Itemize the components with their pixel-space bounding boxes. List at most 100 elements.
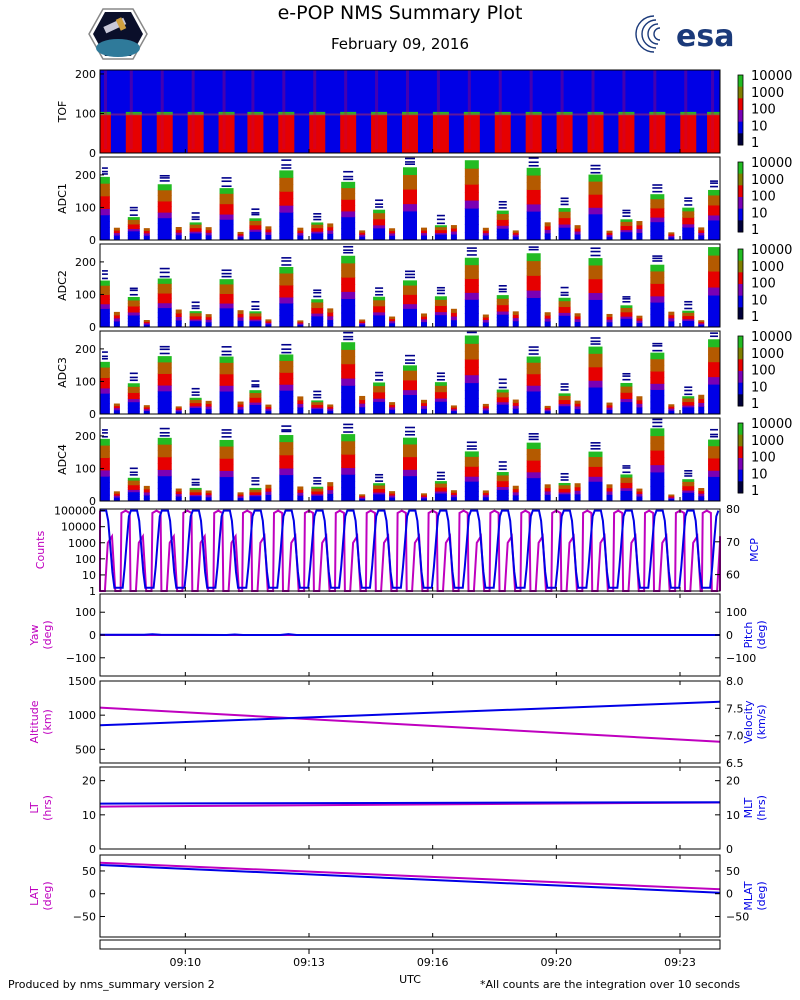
spectrogram-cell xyxy=(189,222,202,225)
spectrogram-cell xyxy=(708,303,720,312)
spectrogram-cell xyxy=(526,260,541,269)
spectrogram-cell xyxy=(464,406,479,415)
spectrogram-dash xyxy=(343,423,354,426)
spectrogram-cell xyxy=(574,234,581,238)
spectrogram-cell xyxy=(297,323,304,325)
spectrogram-cell xyxy=(265,404,272,407)
colorbar-tick-label: 10 xyxy=(751,293,768,308)
spectrogram-cell xyxy=(698,406,705,411)
spectrogram-cell xyxy=(359,494,366,497)
spectrogram-dash xyxy=(622,211,631,214)
spectrogram-dash xyxy=(560,476,569,478)
spectrogram-dash xyxy=(221,177,232,179)
spectrogram-cell xyxy=(558,211,571,215)
spectrogram-cell xyxy=(127,480,140,483)
spectrogram-cell xyxy=(113,323,120,328)
colorbar-segment xyxy=(738,110,743,123)
spectrogram-cell xyxy=(219,203,234,210)
spectrogram-cell xyxy=(373,305,386,310)
spectrogram-cell xyxy=(279,354,294,361)
left-axis-label: (deg) xyxy=(41,881,54,910)
spectrogram-cell xyxy=(650,435,665,444)
spectrogram-cell xyxy=(650,389,665,397)
spectrogram-cell xyxy=(249,494,262,497)
spectrogram-cell xyxy=(606,409,613,413)
spectrogram-cell xyxy=(157,450,172,458)
spectrogram-dash xyxy=(375,476,384,479)
spectrogram-cell xyxy=(373,484,386,488)
spectrogram-cell xyxy=(482,317,489,321)
spectrogram-cell xyxy=(403,289,417,295)
spectrogram-cell xyxy=(359,323,366,326)
spectrogram-cell xyxy=(496,480,509,485)
spectrogram-cell xyxy=(205,316,212,320)
spectrogram-cell xyxy=(249,320,262,323)
spectrogram-cell xyxy=(668,497,675,499)
spectrogram-cell xyxy=(708,247,720,256)
colorbar-segment xyxy=(738,86,743,99)
spectrogram-cell xyxy=(482,496,489,500)
spectrogram-cell xyxy=(297,321,304,324)
spectrogram-cell xyxy=(496,483,509,488)
spectrogram-cell xyxy=(421,497,427,500)
x-axis-strip xyxy=(99,939,721,950)
y-tick-label: 200 xyxy=(75,256,96,269)
spectrogram-cell xyxy=(526,211,541,219)
spectrogram-cell xyxy=(311,313,324,317)
colorbar-tick-label: 100 xyxy=(751,190,776,205)
spectrogram-cell xyxy=(100,361,110,368)
spectrogram-cell xyxy=(512,494,519,499)
spectrogram-cell xyxy=(526,379,541,386)
spectrogram-cell xyxy=(297,399,304,404)
spectrogram-cell xyxy=(311,488,324,491)
spectrogram-dash xyxy=(221,185,232,188)
y-tick-label: 0 xyxy=(89,408,96,421)
spectrogram-cell xyxy=(636,403,643,408)
spectrogram-cell xyxy=(403,303,417,309)
spectrogram-cell xyxy=(219,307,234,314)
spectrogram-cell xyxy=(434,299,447,303)
left-axis-label: Yaw xyxy=(28,625,41,647)
right-axis-label: (deg) xyxy=(755,881,768,910)
spectrogram-cell xyxy=(606,402,613,406)
spectrogram-cell xyxy=(219,298,234,304)
spectrogram-cell xyxy=(219,368,234,375)
spectrogram-cell xyxy=(341,210,356,218)
spectrogram-cell xyxy=(574,324,581,328)
spectrogram-cell xyxy=(143,237,150,241)
spectrogram-cell xyxy=(403,308,417,314)
tof-streak xyxy=(344,70,348,149)
spectrogram-cell xyxy=(189,490,202,493)
spectrogram-cell xyxy=(100,387,110,394)
spectrogram-cell xyxy=(708,255,720,264)
spectrogram-cell xyxy=(482,492,489,496)
spectrogram-cell xyxy=(421,499,427,502)
spectrogram-cell xyxy=(127,217,140,220)
spectrogram-cell xyxy=(341,319,356,328)
spectrogram-cell xyxy=(341,349,356,358)
spectrogram-cell xyxy=(512,411,519,415)
spectrogram-cell xyxy=(341,399,356,408)
spectrogram-cell xyxy=(708,391,720,400)
spectrogram-cell xyxy=(620,495,633,499)
spectrogram-dash xyxy=(466,441,477,444)
spectrogram-cell xyxy=(311,492,324,495)
spectrogram-cell xyxy=(434,401,447,405)
spectrogram-cell xyxy=(127,299,140,304)
spectrogram-cell xyxy=(237,411,244,415)
spectrogram-cell xyxy=(157,200,172,208)
spectrogram-cell xyxy=(698,488,705,492)
spectrogram-dash xyxy=(221,429,232,431)
spectrogram-cell xyxy=(100,445,110,452)
spectrogram-cell xyxy=(389,324,396,328)
spectrogram-cell xyxy=(113,230,120,234)
spectrogram-cell xyxy=(682,227,695,231)
tof-streak xyxy=(711,70,715,149)
spectrogram-cell xyxy=(496,320,509,325)
spectrogram-cell xyxy=(175,232,182,236)
spectrogram-cell xyxy=(327,323,334,328)
y-axis-label: ADC2 xyxy=(56,270,69,301)
spectrogram-cell xyxy=(434,225,447,228)
spectrogram-cell xyxy=(708,295,720,304)
spectrogram-cell xyxy=(496,231,509,235)
